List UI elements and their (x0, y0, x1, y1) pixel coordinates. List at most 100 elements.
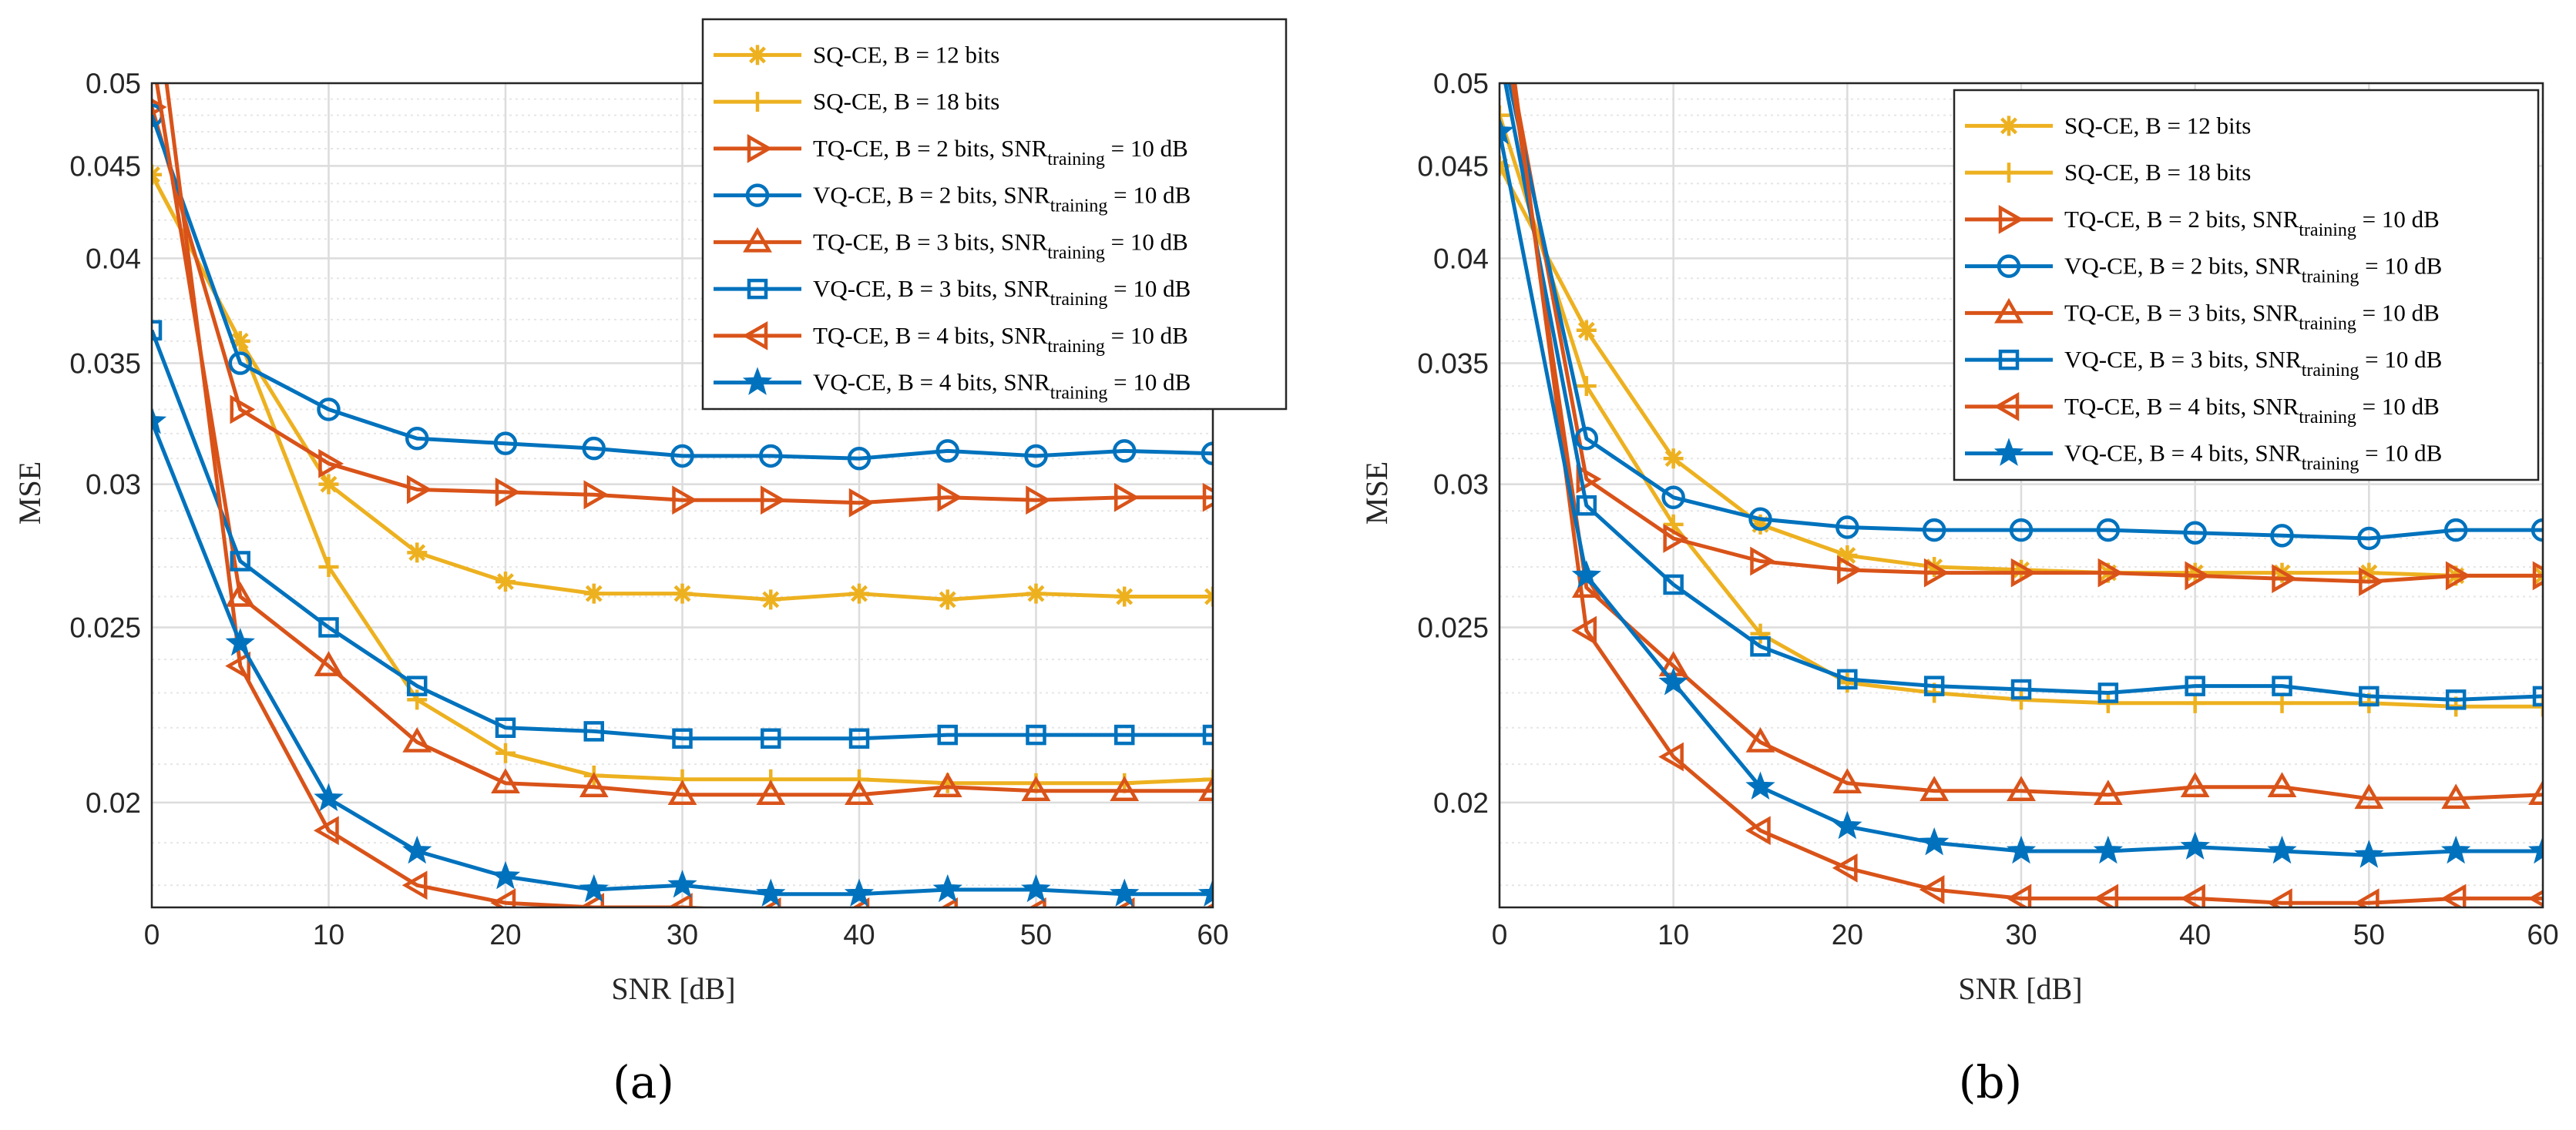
data-point-marker (761, 728, 781, 749)
data-point-marker (1203, 769, 1213, 790)
data-point-marker (2272, 564, 2298, 594)
data-point-marker (672, 485, 698, 515)
data-point-marker (932, 772, 962, 797)
data-point-marker (672, 728, 693, 749)
data-point-marker (2527, 835, 2543, 864)
legend-label: SQ-CE, B = 18 bits (813, 88, 999, 115)
data-point-marker (495, 572, 516, 592)
data-point-marker (1021, 776, 1051, 801)
data-point-marker (2354, 783, 2384, 810)
data-point-marker (756, 878, 786, 907)
data-point-marker (1024, 444, 1048, 468)
legend-marker (1993, 391, 2020, 421)
data-point-marker (2270, 524, 2294, 548)
panel-b: 0.02 0.025 0.03 0.035 0.04 0.045 0.05 0 10 20 30 40… (1359, 68, 2559, 1108)
data-point-marker (848, 728, 870, 749)
data-point-marker (1574, 427, 1599, 451)
axes-frame (150, 82, 1214, 909)
legend-label: TQ-CE, B = 3 bits, SNRtraining = 10 dB (2064, 299, 2440, 334)
data-point-marker (1114, 482, 1140, 512)
data-point-marker (937, 589, 958, 610)
y-tick-label: 0.035 (69, 348, 141, 380)
data-point-marker (491, 768, 520, 793)
data-point-marker (2006, 835, 2037, 864)
data-point-marker (935, 439, 959, 463)
data-point-marker (763, 897, 781, 907)
data-point-marker (2532, 686, 2543, 707)
data-point-marker (670, 444, 694, 468)
data-point-marker (844, 878, 875, 907)
data-point-marker (2185, 676, 2205, 696)
x-tick-label: 0 (144, 919, 160, 951)
data-point-marker (579, 873, 609, 903)
data-point-marker (1663, 524, 1689, 553)
data-point-marker (1745, 771, 1775, 800)
data-point-marker (2528, 780, 2543, 806)
series-group (1500, 83, 2543, 907)
legend-marker (1994, 297, 2024, 324)
data-point-marker (2010, 558, 2037, 588)
legend-label: VQ-CE, B = 2 bits, SNRtraining = 10 dB (2064, 253, 2442, 287)
legend-label: TQ-CE, B = 2 bits, SNRtraining = 10 dB (2064, 206, 2440, 240)
data-point-marker (228, 351, 252, 375)
ylabel-b: MSE (1359, 461, 1394, 525)
data-point-marker (407, 676, 428, 696)
data-point-marker (582, 436, 606, 461)
panel-a: 0.02 0.025 0.03 0.035 0.04 0.045 0.05 0 10 20 30 40… (12, 18, 1288, 1108)
x-tick-label: 10 (1657, 919, 1689, 951)
x-tick-label: 40 (843, 919, 875, 951)
data-point-marker (1919, 827, 1950, 856)
y-tick-label: 0.02 (86, 787, 141, 819)
data-point-marker (2009, 518, 2034, 542)
data-point-marker (1576, 495, 1597, 516)
data-point-marker (1110, 776, 1140, 801)
data-point-marker (2180, 831, 2210, 860)
legend-marker (747, 278, 768, 300)
data-point-marker (1117, 897, 1135, 907)
data-point-marker (2011, 689, 2031, 710)
legend-marker (747, 45, 767, 65)
y-tick-label: 0.05 (1433, 68, 1489, 99)
data-point-marker (2443, 518, 2468, 542)
data-point-marker (152, 164, 162, 185)
legend-label: VQ-CE, B = 3 bits, SNRtraining = 10 dB (813, 275, 1191, 310)
legend-marker (1997, 254, 2021, 278)
xlabel-a: SNR [dB] (611, 971, 735, 1006)
y-tick-label: 0.04 (86, 243, 141, 274)
data-point-marker (2007, 776, 2036, 801)
data-point-marker (490, 860, 521, 890)
data-point-marker (761, 589, 781, 610)
data-point-marker (1110, 878, 1140, 907)
data-point-marker (495, 477, 521, 507)
data-point-marker (401, 870, 428, 900)
data-point-marker (314, 783, 344, 812)
data-point-marker (1201, 441, 1213, 465)
legend-label: SQ-CE, B = 18 bits (2064, 159, 2251, 186)
data-point-marker (2097, 682, 2119, 703)
data-point-marker (2010, 679, 2032, 700)
legend-box (701, 18, 1288, 411)
data-point-marker (1835, 515, 1859, 539)
data-point-marker (1919, 776, 1950, 801)
data-point-marker (2006, 884, 2032, 907)
data-point-marker (1576, 376, 1597, 397)
data-point-marker (937, 724, 958, 746)
data-point-marker (2093, 884, 2119, 907)
data-point-marker (230, 394, 256, 424)
data-point-marker (1837, 669, 1858, 690)
legend-label: VQ-CE, B = 2 bits, SNRtraining = 10 dB (813, 182, 1191, 216)
data-point-marker (940, 897, 958, 907)
legend-marker (1999, 116, 2019, 136)
data-point-marker (1571, 560, 1602, 588)
data-point-marker (1750, 623, 1771, 644)
data-point-marker (2180, 884, 2205, 907)
data-point-marker (1745, 816, 1771, 846)
data-point-marker (1663, 574, 1684, 595)
data-point-marker (667, 780, 697, 806)
data-point-marker (1661, 485, 1685, 510)
data-point-marker (490, 888, 516, 907)
data-point-marker (1571, 615, 1597, 645)
data-point-marker (2272, 692, 2292, 713)
data-point-marker (583, 480, 610, 510)
data-point-marker (1029, 897, 1046, 907)
